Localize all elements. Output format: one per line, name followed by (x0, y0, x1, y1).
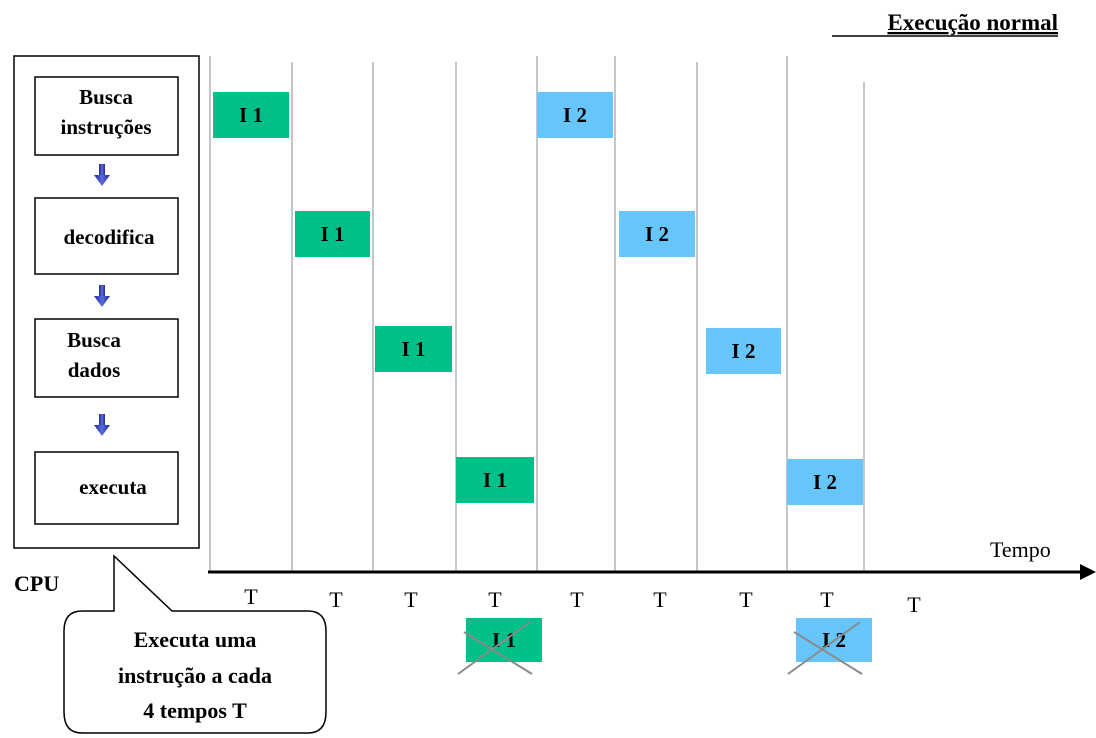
tick-label: T (820, 587, 834, 612)
callout-bubble: Executa uma instrução a cada 4 tempos T (63, 554, 327, 734)
tick-label: T (570, 587, 584, 612)
callout-line-2: instrução a cada (118, 663, 272, 688)
instruction-block-1: I 1 (375, 326, 452, 372)
instruction-block-rect (213, 92, 289, 138)
cpu-label: CPU (14, 571, 59, 596)
instruction-block-2: I 2 (619, 211, 695, 257)
time-grid (209, 56, 865, 572)
stage-label: executa (79, 475, 147, 499)
cross-out-line (463, 631, 533, 675)
instruction-block-rect (456, 457, 534, 503)
down-arrow-icon (94, 164, 110, 186)
tick-label: T (329, 587, 343, 612)
instruction-block-label: I 2 (732, 339, 756, 363)
instruction-block-1: I 1 (295, 211, 370, 257)
cross-out-line (787, 621, 861, 675)
stage-box (34, 76, 179, 156)
tick-label: T (653, 587, 667, 612)
instruction-block-rect (706, 328, 781, 374)
instruction-block-label: I 1 (321, 222, 345, 246)
instruction-block-label: I 2 (563, 103, 587, 127)
tick-label: T (244, 584, 258, 609)
instruction-block-rect (787, 459, 863, 505)
callout-line-1: Executa uma (134, 627, 257, 652)
tick-label: T (404, 587, 418, 612)
completed-instruction-1: I 1 (457, 618, 542, 675)
instruction-block-2: I 2 (787, 459, 863, 505)
stage-label: Busca dados (67, 328, 121, 382)
instruction-block-1: I 1 (456, 457, 534, 503)
diagram-title: Execução normal (887, 10, 1058, 35)
axis-arrow-icon (1080, 564, 1096, 580)
callout-line-3: 4 tempos T (143, 698, 247, 723)
instruction-block-2: I 2 (706, 328, 781, 374)
instruction-block-rect (619, 211, 695, 257)
axis-label: Tempo (990, 537, 1051, 562)
stage-busca-dados: Busca dados (34, 318, 179, 398)
stage-label: decodifica (64, 225, 155, 249)
instruction-block-rect (375, 326, 452, 372)
cross-out-line (457, 621, 531, 675)
stage-box (34, 197, 179, 275)
tick-label: T (739, 587, 753, 612)
instruction-block-rect (295, 211, 370, 257)
instruction-blocks: I 1 I 1 I 1 I 1 I 2 I 2 I 2 I 2 (213, 92, 863, 505)
instruction-block-label: I 1 (402, 337, 426, 361)
stage-label: Busca instruções (61, 85, 152, 139)
stage-box (34, 451, 179, 525)
cross-out-line (793, 631, 863, 675)
instruction-block-rect (537, 92, 613, 138)
down-arrow-icon (94, 285, 110, 307)
instruction-block-label: I 2 (645, 222, 669, 246)
callout-shape (63, 554, 327, 734)
stage-executa: executa (34, 451, 179, 525)
instruction-block-label: I 1 (483, 468, 507, 492)
instruction-block-label: I 2 (813, 470, 837, 494)
instruction-block-2: I 2 (537, 92, 613, 138)
stage-decodifica: decodifica (34, 197, 179, 275)
completed-instruction-2: I 2 (787, 618, 872, 675)
down-arrow-icon (94, 414, 110, 436)
tick-label: T (488, 587, 502, 612)
tick-label: T (907, 592, 921, 617)
instruction-block-1: I 1 (213, 92, 289, 138)
completed-instructions: I 1 I 2 (457, 618, 872, 675)
instruction-block-label: I 1 (239, 103, 263, 127)
stage-box (34, 318, 179, 398)
stage-busca-instrucoes: Busca instruções (34, 76, 179, 156)
